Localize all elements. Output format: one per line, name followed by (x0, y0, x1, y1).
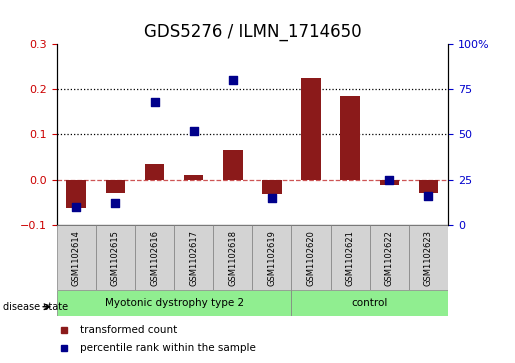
Bar (145, 164, 164, 180)
Text: GSM1102619: GSM1102619 (267, 230, 277, 286)
Bar (291, 225, 331, 290)
Bar (106, 180, 125, 193)
Text: control: control (352, 298, 388, 308)
Text: GSM1102623: GSM1102623 (424, 230, 433, 286)
Text: GSM1102621: GSM1102621 (346, 230, 355, 286)
Bar (380, 180, 399, 185)
Title: GDS5276 / ILMN_1714650: GDS5276 / ILMN_1714650 (144, 23, 361, 41)
Bar (96, 225, 135, 290)
Bar (291, 290, 448, 316)
Bar (252, 225, 291, 290)
Point (307, 28, 315, 34)
Text: percentile rank within the sample: percentile rank within the sample (80, 343, 255, 353)
Text: GSM1102614: GSM1102614 (72, 230, 81, 286)
Bar (409, 225, 448, 290)
Point (190, 128, 198, 134)
Text: transformed count: transformed count (80, 325, 177, 335)
Bar (331, 225, 370, 290)
Bar (223, 150, 243, 180)
Point (150, 99, 159, 105)
Point (424, 193, 433, 199)
Bar (174, 225, 213, 290)
Text: GSM1102616: GSM1102616 (150, 230, 159, 286)
Text: GSM1102617: GSM1102617 (189, 230, 198, 286)
Text: GSM1102618: GSM1102618 (228, 230, 237, 286)
Text: Myotonic dystrophy type 2: Myotonic dystrophy type 2 (105, 298, 244, 308)
Bar (57, 290, 291, 316)
Bar (301, 78, 321, 180)
Bar (213, 225, 252, 290)
Point (111, 200, 119, 206)
Point (385, 177, 393, 183)
Text: GSM1102622: GSM1102622 (385, 230, 394, 286)
Point (229, 77, 237, 83)
Bar (57, 225, 96, 290)
Text: GSM1102615: GSM1102615 (111, 230, 120, 286)
Bar (184, 175, 203, 180)
Point (268, 195, 276, 201)
Bar (135, 225, 174, 290)
Point (346, 32, 354, 37)
Bar (340, 96, 360, 180)
Bar (370, 225, 409, 290)
Bar (262, 180, 282, 194)
Text: disease state: disease state (3, 302, 67, 312)
Bar (66, 180, 86, 208)
Point (72, 204, 80, 210)
Bar (419, 180, 438, 193)
Text: GSM1102620: GSM1102620 (306, 230, 316, 286)
